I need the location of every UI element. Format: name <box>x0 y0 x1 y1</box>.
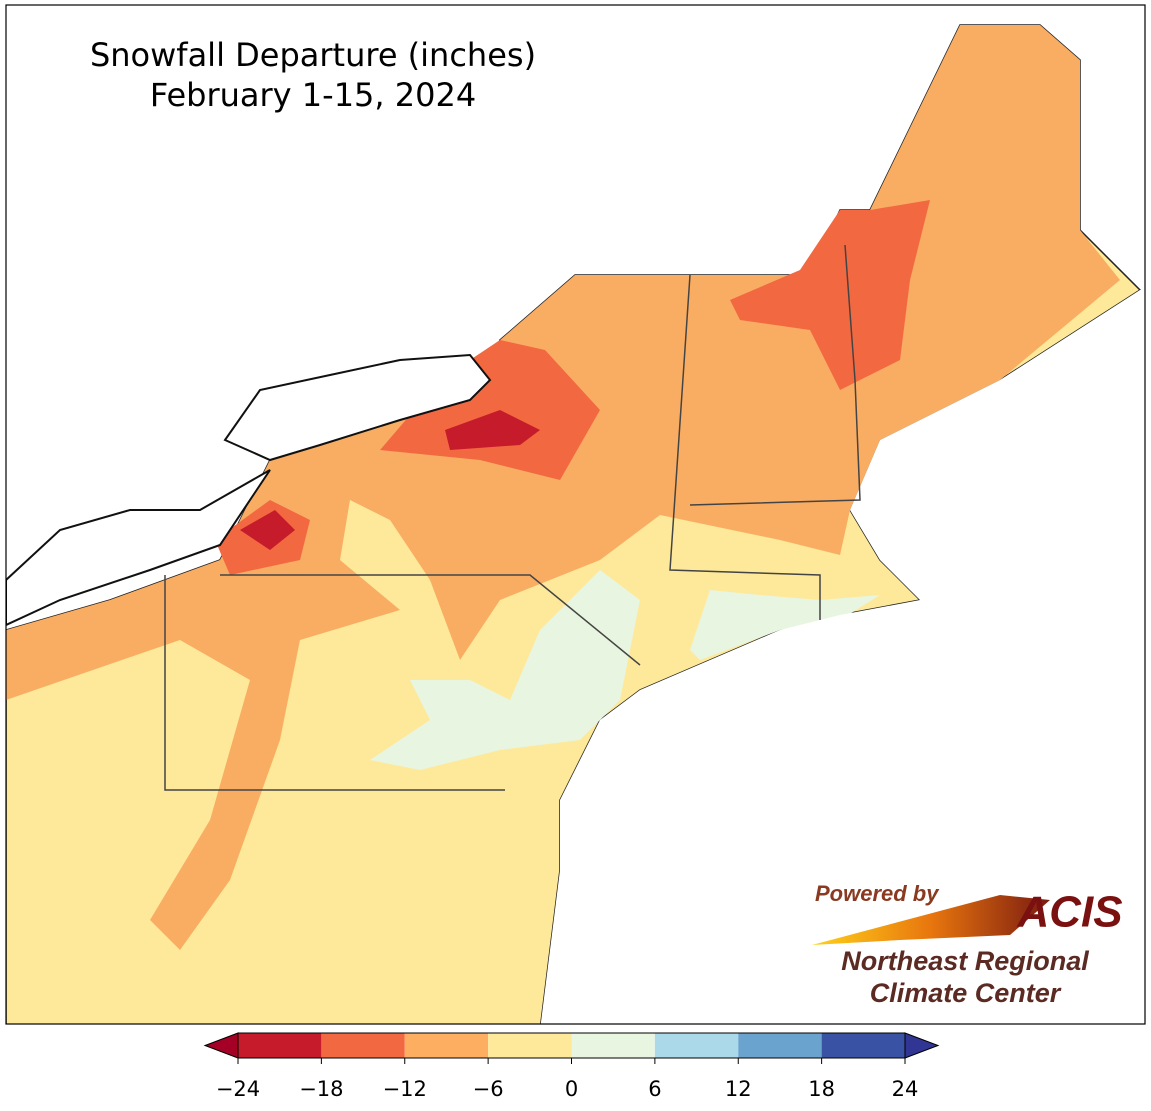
region-red <box>380 340 600 480</box>
colorbar-over <box>904 1032 940 1059</box>
colorbar-tick-label: −18 <box>299 1077 343 1101</box>
logo-org: Northeast Regional <box>841 946 1089 976</box>
state-lines <box>164 575 505 791</box>
map <box>6 24 1145 1024</box>
region-light-green <box>690 590 880 660</box>
colorbar-bin <box>571 1033 655 1058</box>
colorbar-tick-label: −24 <box>216 1077 260 1101</box>
map-frame <box>5 4 1146 1025</box>
region-dark-red <box>445 410 540 450</box>
lake-erie <box>6 469 271 627</box>
colorbar: −24 −18 −12 −6 0 6 12 18 24 <box>203 1032 940 1101</box>
logo-brand: ACIS <box>1016 888 1122 937</box>
region-light-green <box>370 570 640 770</box>
lake-ontario <box>223 353 492 462</box>
subtitle: February 1-15, 2024 <box>150 76 476 114</box>
colorbar-tick-label: −12 <box>383 1077 427 1101</box>
colorbar-bin <box>821 1033 905 1058</box>
colorbar-under <box>203 1032 239 1059</box>
colorbar-bin <box>488 1033 572 1058</box>
colorbar-tick-label: 24 <box>892 1077 919 1101</box>
colorbar-tick-label: 6 <box>648 1077 661 1101</box>
region-dark-red <box>240 510 295 550</box>
ocean <box>540 290 1145 1024</box>
state-lines <box>220 574 641 666</box>
colorbar-tick-label: 12 <box>725 1077 752 1101</box>
colorbar-bin <box>738 1033 822 1058</box>
logo-tagline: Powered by <box>815 881 940 906</box>
logo-swoosh <box>812 895 1050 945</box>
colorbar-bin <box>238 1033 322 1058</box>
colorbar-bin <box>654 1033 739 1058</box>
state-lines <box>689 244 861 506</box>
colorbar-tick-label: 0 <box>565 1077 578 1101</box>
logo: Powered by ACIS Northeast Regional Clima… <box>812 881 1123 1008</box>
colorbar-tick-label: 18 <box>808 1077 835 1101</box>
colorbar-bin <box>404 1033 489 1058</box>
logo-org: Climate Center <box>870 978 1062 1008</box>
colorbar-tick-label: −6 <box>473 1077 504 1101</box>
colorbar-bin <box>321 1033 405 1058</box>
region-red <box>730 200 930 390</box>
state-lines <box>669 274 821 620</box>
title: Snowfall Departure (inches) <box>90 36 536 74</box>
